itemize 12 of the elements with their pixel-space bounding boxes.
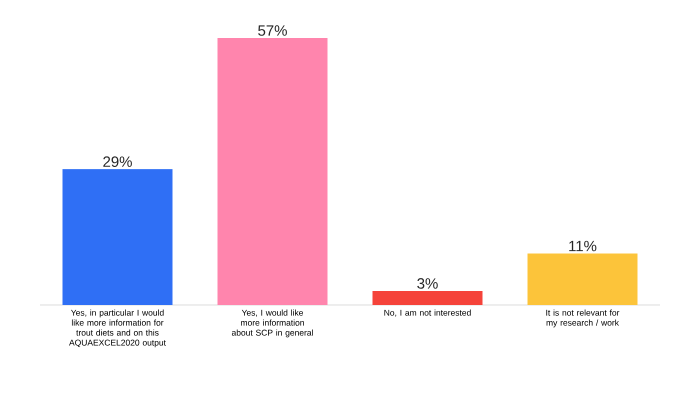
bar <box>528 253 638 305</box>
bar <box>62 169 172 305</box>
data-label: 29% <box>103 156 132 167</box>
x-tick-label: Yes, I would like more information about SCP in general <box>232 310 313 338</box>
data-label: 57% <box>258 25 287 36</box>
x-tick-label: No, I am not interested <box>384 310 471 317</box>
bar <box>218 38 328 305</box>
data-label: 3% <box>417 278 438 289</box>
bar <box>372 290 483 305</box>
data-label: 11% <box>569 240 596 252</box>
x-tick-label: Yes, in particular I would like more information for trout diets and on this AQUAEXCEL2020 output <box>69 310 166 348</box>
x-tick-label: It is not relevant for my research / work <box>546 310 620 328</box>
